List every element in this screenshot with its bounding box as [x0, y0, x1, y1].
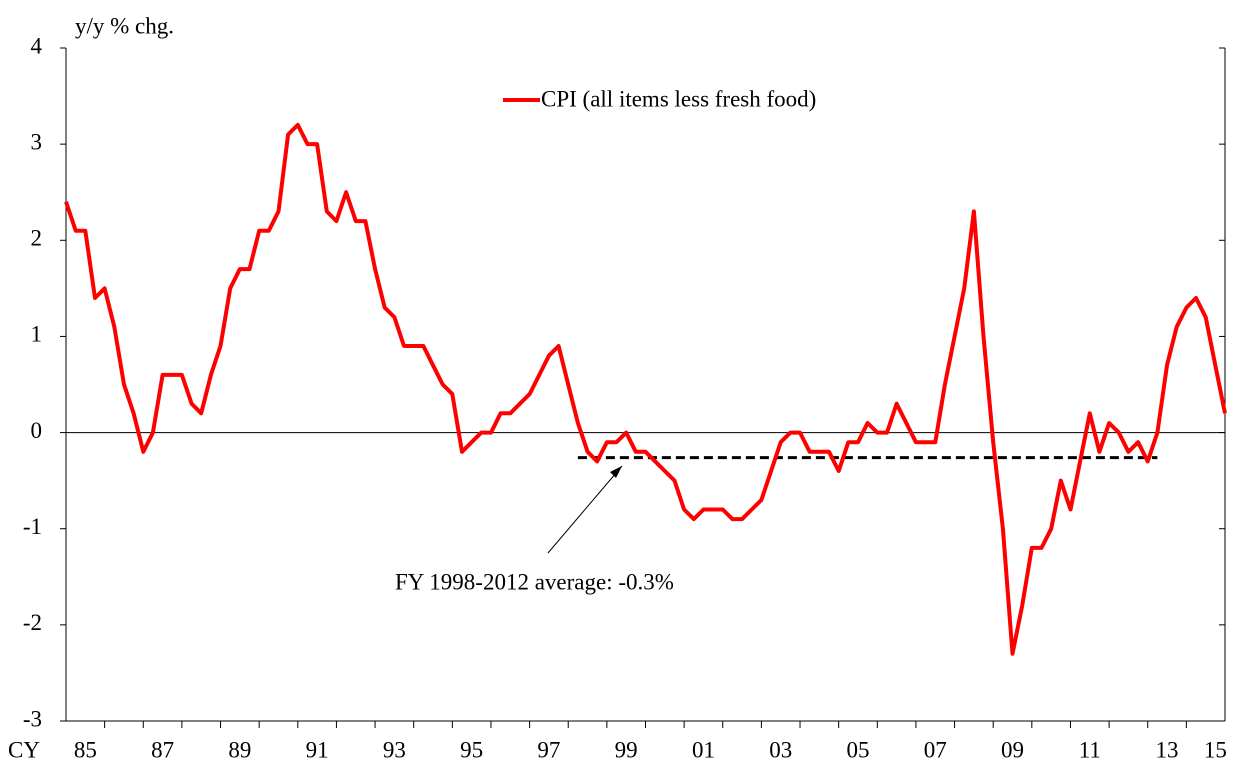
x-tick-label: 05	[846, 737, 869, 762]
x-tick-label: 01	[692, 737, 715, 762]
x-tick-label: 03	[769, 737, 792, 762]
x-tick-label: 11	[1079, 737, 1101, 762]
y-tick-label: 1	[31, 322, 43, 347]
y-axis-label: y/y % chg.	[75, 13, 174, 38]
y-tick-label: -3	[23, 706, 42, 731]
x-tick-label: 85	[74, 737, 97, 762]
y-tick-label: -2	[23, 610, 42, 635]
annotation-arrow	[547, 465, 623, 554]
x-tick-label: 99	[615, 737, 638, 762]
annotation: FY 1998-2012 average: -0.3%	[395, 569, 674, 594]
x-tick-label: 95	[460, 737, 483, 762]
x-tick-label: 13	[1156, 737, 1179, 762]
x-tick-label: 15	[1204, 737, 1227, 762]
x-axis-label: CY	[8, 737, 40, 762]
y-tick-label: 3	[31, 129, 43, 154]
x-tick-label: 97	[537, 737, 560, 762]
y-tick-label: -1	[23, 514, 42, 539]
x-tick-label: 87	[151, 737, 174, 762]
series-line	[64, 122, 1227, 656]
x-tick-label: 93	[383, 737, 406, 762]
x-tick-label: 91	[306, 737, 329, 762]
y-tick-label: 4	[31, 33, 43, 58]
x-tick-label: 07	[924, 737, 947, 762]
arrow-head	[610, 466, 622, 478]
y-tick-label: 0	[31, 418, 43, 443]
legend-label: CPI (all items less fresh food)	[541, 86, 816, 111]
x-tick-label: 09	[1001, 737, 1024, 762]
y-tick-label: 2	[31, 226, 43, 251]
x-tick-label: 89	[228, 737, 251, 762]
